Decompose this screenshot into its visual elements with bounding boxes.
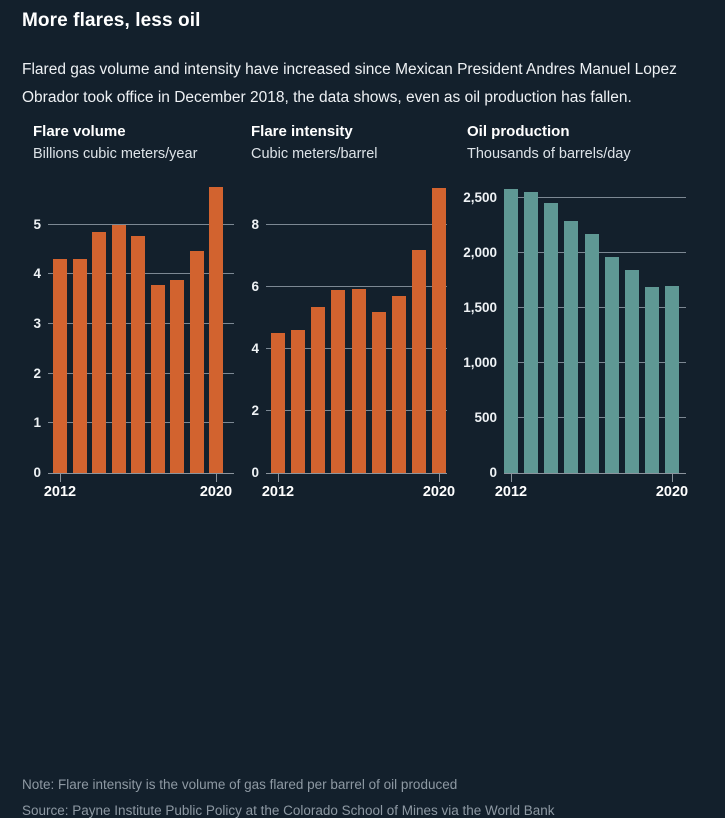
x-axis-labels: 2012 2020 bbox=[262, 474, 455, 504]
bar-2014 bbox=[92, 232, 106, 473]
x-tick-label: 2012 bbox=[494, 484, 528, 500]
x-tick-mark bbox=[278, 473, 279, 482]
y-tick-label: 2,500 bbox=[463, 189, 497, 205]
chart-flare-intensity: Flare intensity Cubic meters/barrel 0 2 4 6… bbox=[246, 123, 455, 767]
y-tick-label: 5 bbox=[33, 216, 41, 232]
x-axis-spacer bbox=[459, 474, 504, 767]
y-tick-label: 0 bbox=[251, 465, 259, 480]
chart-units-label: Thousands of barrels/day bbox=[467, 146, 631, 162]
x-tick-label: 2020 bbox=[655, 484, 689, 500]
chart-units-label: Billions cubic meters/year bbox=[33, 146, 198, 162]
y-tick-label: 4 bbox=[33, 266, 41, 282]
figure-subtitle: Flared gas volume and intensity have inc… bbox=[22, 61, 677, 106]
y-tick-label: 1,000 bbox=[463, 354, 497, 370]
chart-title: Flare intensity bbox=[251, 123, 353, 140]
y-axis-labels: 0 1 2 3 4 5 bbox=[22, 180, 48, 480]
chart-units-label: Cubic meters/barrel bbox=[251, 146, 378, 162]
x-tick-label: 2020 bbox=[199, 484, 233, 500]
y-tick-label: 4 bbox=[251, 340, 259, 356]
bar-2014 bbox=[544, 203, 559, 473]
bar-2016 bbox=[584, 233, 599, 473]
bar-2018 bbox=[391, 296, 406, 473]
bar-2018 bbox=[624, 269, 639, 473]
x-axis-labels: 2012 2020 bbox=[44, 474, 234, 504]
x-tick-mark bbox=[439, 473, 440, 482]
bar-2012 bbox=[53, 259, 67, 473]
chart-title: Oil production bbox=[467, 123, 570, 140]
gridline bbox=[266, 285, 447, 287]
y-tick-label: 0 bbox=[489, 465, 497, 480]
bar-2020 bbox=[665, 285, 679, 473]
bar-2013 bbox=[291, 330, 306, 473]
bars-group bbox=[266, 180, 447, 473]
x-tick-label: 2012 bbox=[43, 484, 77, 500]
bar-2018 bbox=[170, 280, 184, 473]
bars-group bbox=[504, 180, 686, 473]
y-tick-label: 1 bbox=[33, 415, 41, 431]
bar-2019 bbox=[189, 250, 204, 473]
bar-2019 bbox=[644, 286, 659, 473]
chart-body: 0 1 2 3 4 5 bbox=[22, 180, 234, 482]
y-tick-label: 8 bbox=[251, 216, 259, 232]
bars-group bbox=[48, 180, 234, 473]
y-tick-label: 6 bbox=[251, 278, 259, 294]
y-tick-label: 2 bbox=[251, 403, 259, 418]
y-tick-label: 1,500 bbox=[463, 299, 497, 315]
chart-head: Oil production Thousands of barrels/day bbox=[467, 123, 686, 162]
x-axis-labels: 2012 2020 bbox=[495, 474, 689, 504]
chart-source: Source: Payne Institute Public Policy at… bbox=[22, 803, 555, 818]
x-tick-label: 2020 bbox=[422, 484, 456, 500]
bar-2015 bbox=[564, 220, 579, 473]
y-tick-label: 2 bbox=[33, 365, 41, 381]
chart-body: 0 2 4 6 8 bbox=[246, 180, 447, 482]
x-tick-mark bbox=[511, 473, 512, 482]
plot-area bbox=[504, 180, 686, 482]
y-tick-label: 500 bbox=[474, 409, 497, 425]
bar-2013 bbox=[72, 259, 87, 473]
bar-2020 bbox=[209, 187, 223, 473]
x-tick-label: 2012 bbox=[261, 484, 295, 500]
chart-body: 0 500 1,000 1,500 2,000 2,500 bbox=[459, 180, 686, 482]
bar-2017 bbox=[150, 285, 165, 473]
chart-oil-production: Oil production Thousands of barrels/day … bbox=[459, 123, 689, 767]
bar-2017 bbox=[604, 257, 619, 473]
bar-2012 bbox=[271, 333, 285, 473]
plot-area bbox=[266, 180, 447, 482]
chart-head: Flare intensity Cubic meters/barrel bbox=[251, 123, 447, 162]
x-axis-spacer bbox=[246, 474, 266, 767]
y-axis-labels: 0 500 1,000 1,500 2,000 2,500 bbox=[459, 180, 504, 480]
page-title: More flares, less oil bbox=[22, 10, 201, 31]
gridline bbox=[48, 223, 234, 225]
bar-2015 bbox=[111, 224, 126, 473]
gridline bbox=[504, 196, 686, 198]
plot-area bbox=[48, 180, 234, 482]
bar-2017 bbox=[371, 311, 386, 473]
bar-2013 bbox=[524, 192, 539, 473]
x-tick-mark bbox=[672, 473, 673, 482]
chart-flare-volume: Flare volume Billions cubic meters/year … bbox=[22, 123, 234, 767]
bar-2016 bbox=[351, 288, 366, 473]
bar-2014 bbox=[311, 307, 326, 473]
bar-2020 bbox=[432, 187, 446, 473]
charts-row: Flare volume Billions cubic meters/year … bbox=[22, 123, 695, 767]
chart-head: Flare volume Billions cubic meters/year bbox=[33, 123, 234, 162]
bar-2015 bbox=[331, 290, 346, 473]
chart-title: Flare volume bbox=[33, 123, 126, 140]
chart-note: Note: Flare intensity is the volume of g… bbox=[22, 777, 458, 792]
x-tick-mark bbox=[216, 473, 217, 482]
y-tick-label: 3 bbox=[33, 316, 41, 332]
x-tick-mark bbox=[60, 473, 61, 482]
bar-2019 bbox=[411, 249, 426, 473]
bar-2016 bbox=[131, 235, 145, 473]
x-axis-spacer bbox=[22, 474, 48, 767]
bar-2012 bbox=[504, 188, 518, 473]
y-tick-label: 0 bbox=[33, 465, 41, 480]
y-tick-label: 2,000 bbox=[463, 244, 497, 260]
gridline bbox=[266, 223, 447, 225]
y-axis-labels: 0 2 4 6 8 bbox=[246, 180, 266, 480]
